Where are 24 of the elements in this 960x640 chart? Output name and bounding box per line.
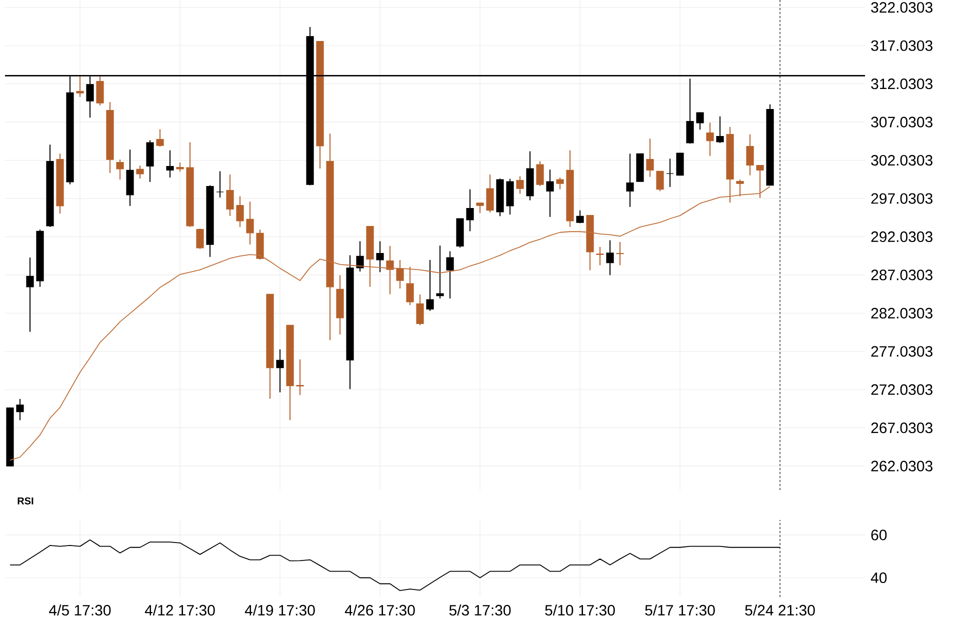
x-tick-label: 4/19 17:30	[244, 604, 315, 616]
y-tick-label: 262.0303	[871, 460, 932, 472]
x-tick-label: 4/26 17:30	[344, 604, 415, 616]
y-tick-label: 307.0303	[871, 116, 932, 128]
y-tick-label: 302.0303	[871, 154, 932, 166]
y-tick-label: 322.0303	[871, 2, 932, 13]
y-tick-label: 40	[870, 572, 887, 584]
y-tick-label: 312.0303	[871, 78, 932, 90]
chart-title: RSI	[18, 497, 34, 504]
x-tick-label: 4/5 17:30	[49, 604, 111, 616]
x-tick-label: 5/3 17:30	[449, 604, 511, 616]
y-tick-label: 287.0303	[871, 270, 932, 280]
y-tick-label: 272.0303	[871, 384, 932, 395]
y-tick-label: 277.0303	[871, 346, 932, 357]
y-tick-label: 297.0303	[871, 193, 932, 204]
y-tick-label: 292.0303	[871, 231, 932, 242]
x-tick-label: 5/24 21:30	[745, 604, 815, 616]
y-tick-label: 317.0303	[871, 40, 932, 51]
y-tick-label: 282.0303	[871, 308, 932, 318]
y-tick-label: 60	[871, 530, 887, 540]
y-tick-label: 267.0303	[871, 422, 932, 434]
x-tick-label: 4/12 17:30	[144, 604, 215, 616]
x-tick-label: 5/17 17:30	[645, 604, 715, 616]
x-tick-label: 5/10 17:30	[545, 604, 615, 616]
